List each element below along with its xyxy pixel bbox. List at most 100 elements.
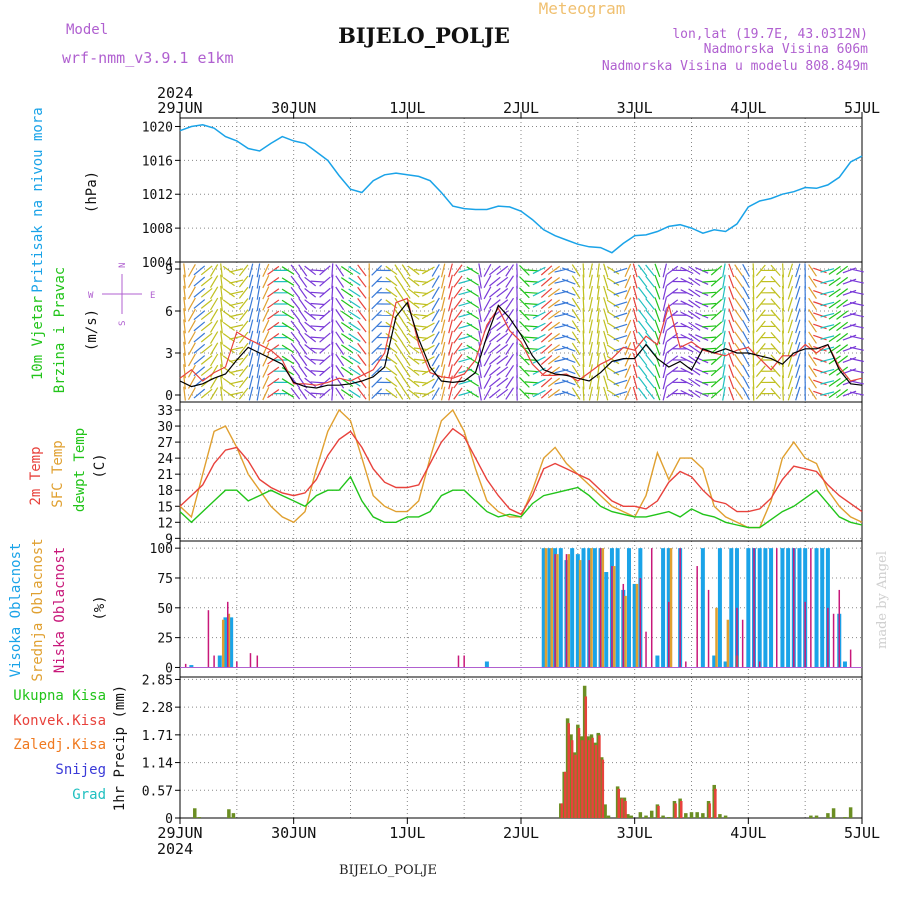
wind-barb <box>478 353 482 367</box>
wind-barb <box>722 308 726 323</box>
wind-barb <box>722 375 726 390</box>
wind-barb <box>310 381 325 384</box>
wind-barb <box>453 387 463 400</box>
y-tick-label: 0 <box>165 389 173 404</box>
y-tick-label: 33 <box>157 404 173 419</box>
wind-barb <box>440 285 446 300</box>
wind-barb <box>238 264 249 277</box>
wind-barb <box>496 288 509 298</box>
wind-barb <box>187 297 196 311</box>
y-tick-label: 75 <box>157 572 173 587</box>
wind-barb <box>238 309 249 322</box>
wind-barb <box>637 387 648 400</box>
wind-barb <box>385 276 398 287</box>
wind-barb <box>489 366 501 377</box>
wind-barb <box>710 298 723 310</box>
precip-total-bar <box>626 814 630 818</box>
wind-barb <box>637 275 648 288</box>
wind-barb <box>688 310 701 320</box>
cloud-high-bar <box>842 661 847 668</box>
wind-barb <box>782 375 784 390</box>
wind-barb <box>466 333 479 342</box>
cloud-high-bar <box>541 548 546 668</box>
y-tick-label: 30 <box>157 420 173 435</box>
wind-barb <box>666 344 679 354</box>
wind-barb <box>742 319 750 333</box>
wind-barb <box>431 264 440 277</box>
wind-barb <box>842 357 857 363</box>
precip-conv-bar <box>657 805 660 818</box>
wind-barb <box>319 265 331 276</box>
bottom-axis-label: 4JUL <box>730 824 766 842</box>
wind-barb <box>262 364 270 378</box>
wind-barb <box>524 370 539 373</box>
wind-barb <box>540 265 553 276</box>
cloud-mid-bar <box>635 583 639 668</box>
wind-barb <box>742 387 750 401</box>
wind-barb <box>304 288 317 298</box>
cloud-high-bar <box>797 548 802 668</box>
wind-barb <box>582 263 585 278</box>
wind-barb <box>613 267 628 274</box>
wind-barb <box>849 290 864 295</box>
wind-barb <box>229 290 244 295</box>
wind-barb <box>267 299 280 309</box>
wind-barb <box>632 263 638 278</box>
wind-barb <box>413 302 428 306</box>
wind-barb <box>596 330 600 345</box>
precip-conv-bar <box>584 696 588 818</box>
y-tick-label: 24 <box>157 452 173 467</box>
precip-total-bar <box>231 813 236 818</box>
wind-barb <box>183 330 186 345</box>
wind-barb <box>787 375 794 390</box>
wind-barb <box>795 263 801 278</box>
wind-barb <box>813 334 827 341</box>
wind-barb <box>770 287 781 299</box>
wind-barb <box>828 299 841 309</box>
wind-barb <box>662 285 667 300</box>
wind-barb <box>331 296 334 312</box>
wind-barb <box>209 264 219 277</box>
compass-s: S <box>118 321 128 326</box>
wind-barb <box>505 376 514 389</box>
wind-barb <box>603 263 609 278</box>
cloud-panel: 100 75 50 25 0 <box>150 540 863 678</box>
wind-barb <box>808 331 817 344</box>
wind-barb <box>401 320 411 333</box>
wind-barb <box>281 389 295 398</box>
cloud-high-bar <box>547 548 552 668</box>
wind-barb <box>407 388 420 399</box>
bottom-axis-label: 5JUL <box>844 824 880 842</box>
wind-barb <box>298 264 308 277</box>
y-tick-label: 9 <box>165 532 173 547</box>
wind-barb <box>394 342 404 355</box>
wind-barb <box>298 297 308 311</box>
wind-barb <box>262 263 270 277</box>
wind-barb <box>183 341 186 356</box>
wind-barb <box>613 278 628 285</box>
wind-barb <box>248 386 254 401</box>
wind-barb <box>603 386 609 401</box>
wind-barb <box>453 298 463 310</box>
wind-barb <box>331 375 334 390</box>
wind-barb <box>688 288 701 298</box>
wind-barb <box>483 353 492 367</box>
y-tick-label: 0 <box>165 812 173 827</box>
cloud-high-bar <box>723 661 728 668</box>
cloud-high-bar <box>712 655 717 668</box>
precip-total-bar <box>723 815 728 818</box>
wind-barb <box>710 343 723 354</box>
wind-barb <box>385 265 398 276</box>
watermark: made by Angel <box>875 551 890 649</box>
wind-barb <box>331 319 334 334</box>
wind-barb <box>836 377 849 388</box>
wind-barb <box>222 265 235 275</box>
wind-barb <box>431 342 440 356</box>
wind-barb <box>787 308 794 323</box>
wind-barb <box>571 320 581 333</box>
wind-barb <box>728 386 735 401</box>
wind-barb <box>820 368 835 374</box>
wind-barb <box>695 390 709 397</box>
wind-barb <box>702 291 717 294</box>
